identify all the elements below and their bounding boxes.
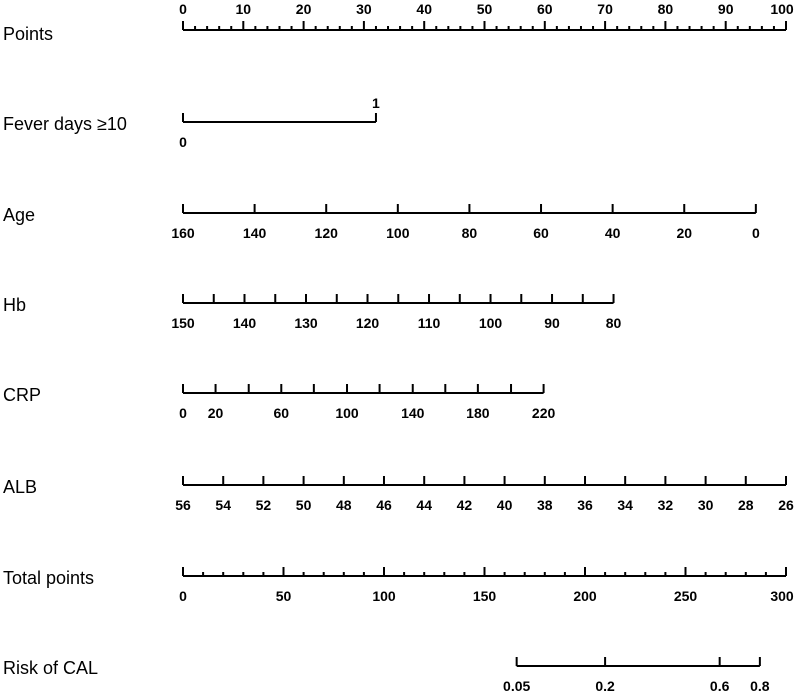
- total-tick-label: 200: [573, 588, 597, 604]
- row-label-1: Fever days ≥10: [3, 114, 127, 134]
- points-tick-label: 70: [597, 1, 613, 17]
- points-tick-label: 80: [658, 1, 674, 17]
- alb-tick-label: 34: [617, 497, 633, 513]
- row-label-7: Risk of CAL: [3, 658, 98, 678]
- total-tick-label: 250: [674, 588, 698, 604]
- alb-tick-label: 32: [658, 497, 674, 513]
- alb-tick-label: 26: [778, 497, 794, 513]
- row-label-0: Points: [3, 24, 53, 44]
- hb-tick-label: 140: [233, 315, 257, 331]
- age-tick-label: 100: [386, 225, 410, 241]
- points-tick-label: 60: [537, 1, 553, 17]
- hb-tick-label: 80: [606, 315, 622, 331]
- age-tick-label: 60: [533, 225, 549, 241]
- risk-tick-label: 0.6: [710, 678, 730, 694]
- crp-tick-label: 60: [273, 405, 289, 421]
- total-tick-label: 100: [372, 588, 396, 604]
- risk-tick-label: 0.2: [595, 678, 615, 694]
- alb-tick-label: 54: [215, 497, 231, 513]
- alb-tick-label: 48: [336, 497, 352, 513]
- age-tick-label: 160: [171, 225, 195, 241]
- hb-tick-label: 100: [479, 315, 503, 331]
- hb-tick-label: 90: [544, 315, 560, 331]
- fever-tick-label: 0: [179, 134, 187, 150]
- total-tick-label: 50: [276, 588, 292, 604]
- hb-tick-label: 120: [356, 315, 380, 331]
- age-tick-label: 80: [462, 225, 478, 241]
- alb-tick-label: 36: [577, 497, 593, 513]
- points-tick-label: 0: [179, 1, 187, 17]
- total-tick-label: 0: [179, 588, 187, 604]
- row-label-5: ALB: [3, 477, 37, 497]
- risk-tick-label: 0.8: [750, 678, 770, 694]
- crp-tick-label: 140: [401, 405, 425, 421]
- alb-tick-label: 40: [497, 497, 513, 513]
- hb-tick-label: 110: [418, 315, 441, 331]
- alb-tick-label: 56: [175, 497, 191, 513]
- points-tick-label: 90: [718, 1, 734, 17]
- crp-tick-label: 0: [179, 405, 187, 421]
- crp-tick-label: 180: [466, 405, 490, 421]
- row-label-2: Age: [3, 205, 35, 225]
- alb-tick-label: 52: [256, 497, 272, 513]
- total-tick-label: 300: [770, 588, 794, 604]
- points-tick-label: 30: [356, 1, 372, 17]
- row-label-3: Hb: [3, 295, 26, 315]
- crp-tick-label: 100: [335, 405, 359, 421]
- alb-tick-label: 30: [698, 497, 714, 513]
- alb-tick-label: 42: [457, 497, 473, 513]
- age-tick-label: 120: [315, 225, 339, 241]
- points-tick-label: 100: [770, 1, 794, 17]
- row-label-4: CRP: [3, 385, 41, 405]
- points-tick-label: 20: [296, 1, 312, 17]
- points-tick-label: 50: [477, 1, 493, 17]
- points-tick-label: 40: [416, 1, 432, 17]
- fever-tick-label: 1: [372, 95, 380, 111]
- hb-tick-label: 150: [171, 315, 195, 331]
- hb-tick-label: 130: [294, 315, 318, 331]
- total-tick-label: 150: [473, 588, 497, 604]
- crp-tick-label: 20: [208, 405, 224, 421]
- age-tick-label: 20: [676, 225, 692, 241]
- crp-tick-label: 220: [532, 405, 556, 421]
- risk-tick-label: 0.05: [503, 678, 530, 694]
- points-tick-label: 10: [236, 1, 252, 17]
- age-tick-label: 140: [243, 225, 267, 241]
- alb-tick-label: 28: [738, 497, 754, 513]
- alb-tick-label: 46: [376, 497, 392, 513]
- alb-tick-label: 44: [416, 497, 432, 513]
- age-tick-label: 40: [605, 225, 621, 241]
- row-label-6: Total points: [3, 568, 94, 588]
- age-tick-label: 0: [752, 225, 760, 241]
- alb-tick-label: 38: [537, 497, 553, 513]
- alb-tick-label: 50: [296, 497, 312, 513]
